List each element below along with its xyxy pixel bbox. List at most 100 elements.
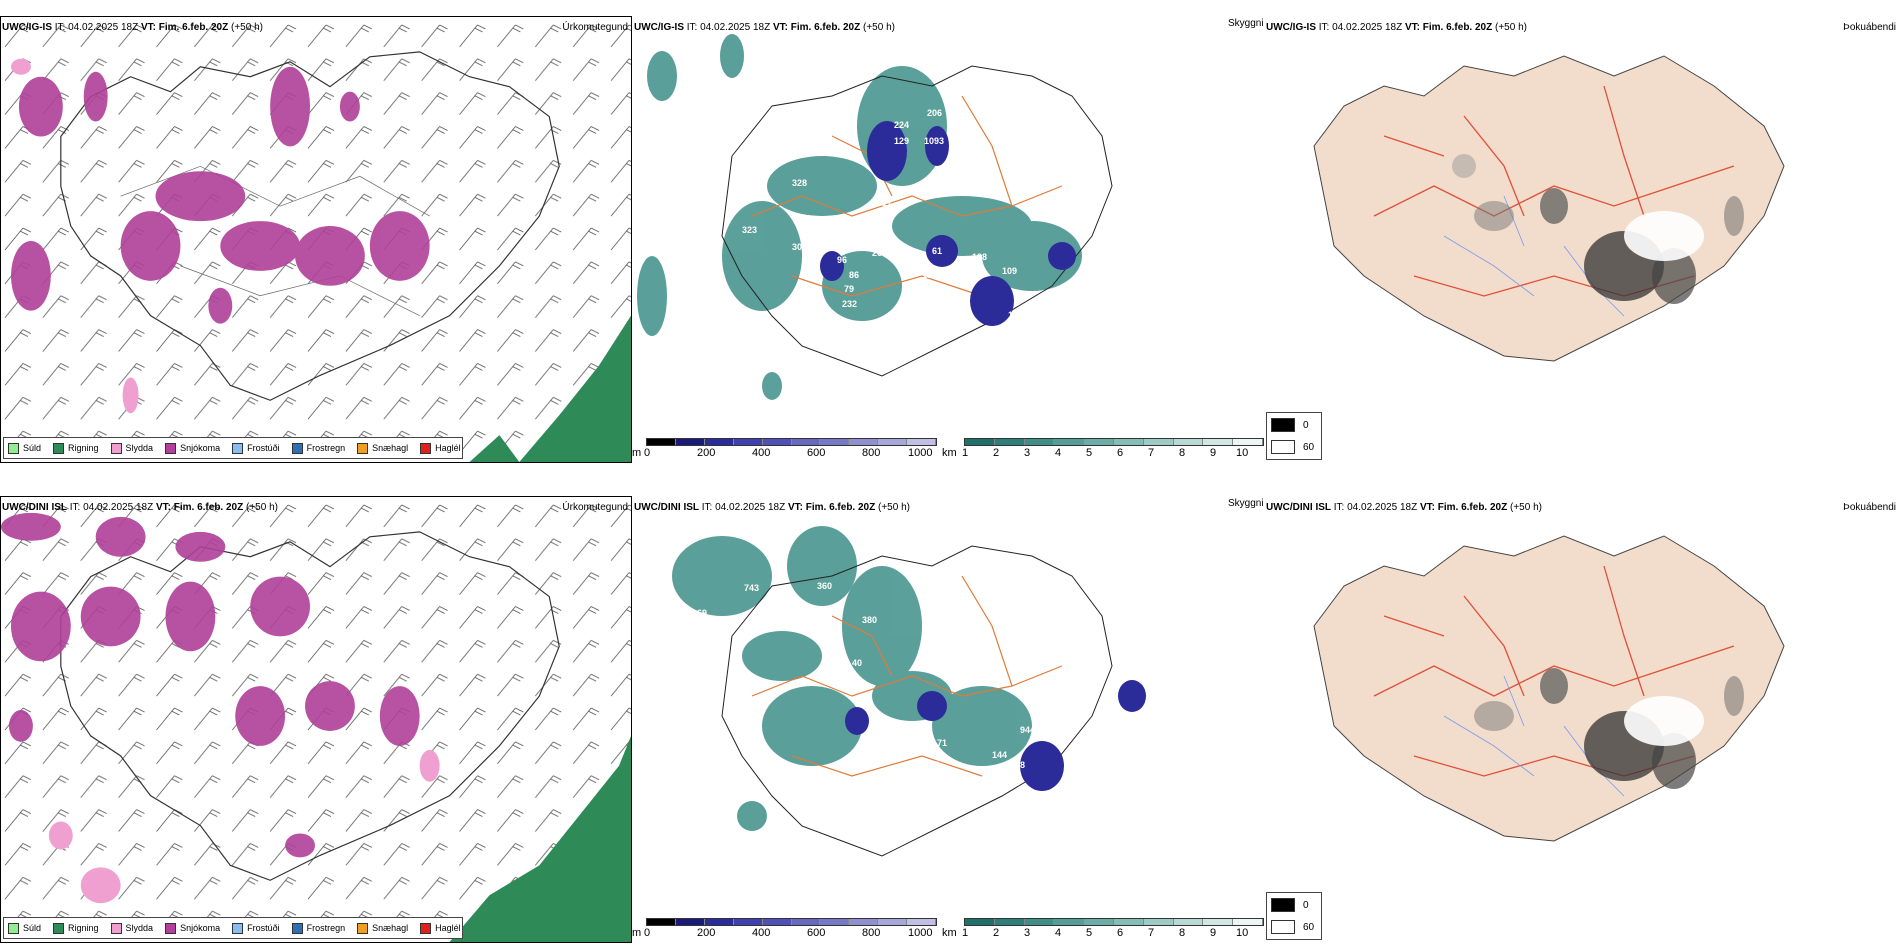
ceiling-tick: 1000 (908, 927, 933, 939)
vis-value: 29 (1060, 335, 1070, 345)
visibility-tick: 4 (1055, 927, 1062, 939)
forecast-row-2: UWC/DINI ISL IT: 04.02.2025 18Z VT: Fim.… (0, 480, 1900, 950)
visibility-panel: UWC/IG-IS IT: 04.02.2025 18Z VT: Fim. 6.… (632, 0, 1264, 475)
vis-value: 109 (1002, 266, 1017, 276)
vis-value: 291 (1010, 808, 1025, 818)
vis-value: 527 (697, 621, 712, 631)
precip-type-legend: Súld Rigning Slydda Snjókoma Frostúði Fr… (3, 437, 463, 459)
iceland-outline (721, 65, 1113, 377)
vis-value: 917 (877, 198, 892, 208)
vis-value: 12 (910, 878, 920, 888)
ceiling-tick: 200 (697, 927, 716, 939)
panel-title: Þokuábendi (1843, 502, 1896, 513)
fog-map-svg (1313, 55, 1785, 362)
visibility-labels: 743 360 69 527 380 40 989 231 71 944 144… (697, 581, 1067, 888)
vis-value: 148 (1010, 760, 1025, 770)
legend-item-frostregn: Frostregn (291, 442, 345, 454)
vis-value: 18 (844, 788, 854, 798)
swatch (232, 922, 244, 934)
precip-type-panel: UWC/DINI ISL IT: 04.02.2025 18Z VT: Fim.… (0, 480, 632, 950)
precip-type-panel: UWC/IG-IS IT: 04.02.2025 18Z VT: Fim. 6.… (0, 0, 632, 475)
vis-value: 49 (1137, 270, 1147, 280)
ceiling-tick: 800 (862, 927, 881, 939)
swatch (291, 442, 303, 454)
vis-value: 79 (844, 284, 854, 294)
legend-item-snaehagl: Snæhagl (357, 922, 408, 934)
ceiling-tick: 0 (644, 447, 651, 459)
fog-legend-row: 60 (1271, 917, 1317, 937)
fog-areas (1452, 154, 1744, 304)
swatch (165, 922, 177, 934)
visibility-map-svg: 206 224 129 1093 646 328 917 323 140 305… (637, 34, 1147, 400)
fog-index-panel: UWC/DINI ISL IT: 04.02.2025 18Z VT: Fim.… (1264, 480, 1900, 950)
precip-type-map: Súld Rigning Slydda Snjókoma Frostúði Fr… (0, 16, 632, 463)
vis-value: 87 (1047, 799, 1057, 809)
vis-value: 36 (1057, 827, 1067, 837)
legend-item-slydda: Slydda (110, 442, 153, 454)
panel-header: UWC/IG-IS IT: 04.02.2025 18Z VT: Fim. 6.… (2, 22, 263, 33)
vis-value: 300 (992, 808, 1007, 818)
ceiling-colorbar: m 0 200 400 600 800 1000 (632, 438, 937, 460)
visibility-unit: km (942, 447, 957, 459)
fog-areas (1474, 668, 1744, 789)
vis-value: 61 (932, 246, 942, 256)
legend-item-frostregn: Frostregn (291, 922, 345, 934)
swatch (8, 442, 19, 454)
vis-value: 206 (927, 108, 942, 118)
vis-value: 360 (817, 581, 832, 591)
precip-map-svg (1, 497, 631, 942)
visibility-colorbar: km 1 2 3 4 5 6 7 8 9 10 (942, 918, 1264, 940)
swatch (53, 922, 65, 934)
visibility-tick: 8 (1179, 447, 1186, 459)
swatch (1271, 920, 1295, 934)
visibility-map-svg: 743 360 69 527 380 40 989 231 71 944 144… (672, 526, 1146, 888)
visibility-tick: 7 (1148, 927, 1155, 939)
panel-title: Úrkomutegund (562, 22, 628, 33)
visibility-tick: 10 (1236, 447, 1249, 459)
ceiling-tick: 600 (807, 447, 826, 459)
roads (751, 575, 1063, 777)
vis-value: 305 (792, 242, 807, 252)
vis-value: 380 (862, 615, 877, 625)
panel-header: UWC/DINI ISL IT: 04.02.2025 18Z VT: Fim.… (634, 502, 910, 513)
vis-value: 919 (857, 235, 872, 245)
ceiling-tick: 200 (697, 447, 716, 459)
visibility-tick: 6 (1117, 447, 1124, 459)
vis-value: 976 (720, 313, 735, 323)
vis-value: 1093 (924, 136, 944, 146)
swatch (165, 442, 177, 454)
panel-header: UWC/IG-IS IT: 04.02.2025 18Z VT: Fim. 6.… (634, 22, 895, 33)
swatch (291, 922, 303, 934)
rain-area (449, 735, 631, 942)
vis-value: 182 (922, 270, 937, 280)
swatch (53, 442, 65, 454)
vis-value: 71 (937, 738, 947, 748)
legend-item-snjokoma: Snjókoma (165, 442, 220, 454)
fog-map-svg (1313, 535, 1785, 842)
vis-value: 743 (744, 583, 759, 593)
vis-value: 198 (807, 235, 822, 245)
visibility-panel: UWC/DINI ISL IT: 04.02.2025 18Z VT: Fim.… (632, 480, 1264, 950)
fog-index-map (1264, 16, 1900, 446)
fog-index-panel: UWC/IG-IS IT: 04.02.2025 18Z VT: Fim. 6.… (1264, 0, 1900, 475)
low-visibility-areas (637, 34, 1082, 400)
vis-value: 232 (842, 299, 857, 309)
roads (1373, 85, 1735, 297)
visibility-map: 743 360 69 527 380 40 989 231 71 944 144… (632, 496, 1264, 926)
vis-value: 144 (992, 750, 1007, 760)
panel-header: UWC/IG-IS IT: 04.02.2025 18Z VT: Fim. 6.… (1266, 22, 1527, 33)
panel-title: Úrkomutegund (562, 502, 628, 513)
visibility-tick: 5 (1086, 927, 1093, 939)
vis-value: 12 (1008, 310, 1018, 320)
visibility-tick: 7 (1148, 447, 1155, 459)
visibility-colorbar-strip (964, 918, 1264, 926)
legend-item-frostudi: Frostúði (232, 442, 280, 454)
visibility-colorbar-strip (964, 438, 1264, 446)
swatch (357, 922, 369, 934)
panel-header: UWC/DINI ISL IT: 04.02.2025 18Z VT: Fim.… (1266, 502, 1542, 513)
swatch (420, 922, 432, 934)
roads (1373, 565, 1735, 777)
ceiling-tick: 400 (752, 447, 771, 459)
legend-item-frostudi: Frostúði (232, 922, 280, 934)
swatch (8, 922, 19, 934)
